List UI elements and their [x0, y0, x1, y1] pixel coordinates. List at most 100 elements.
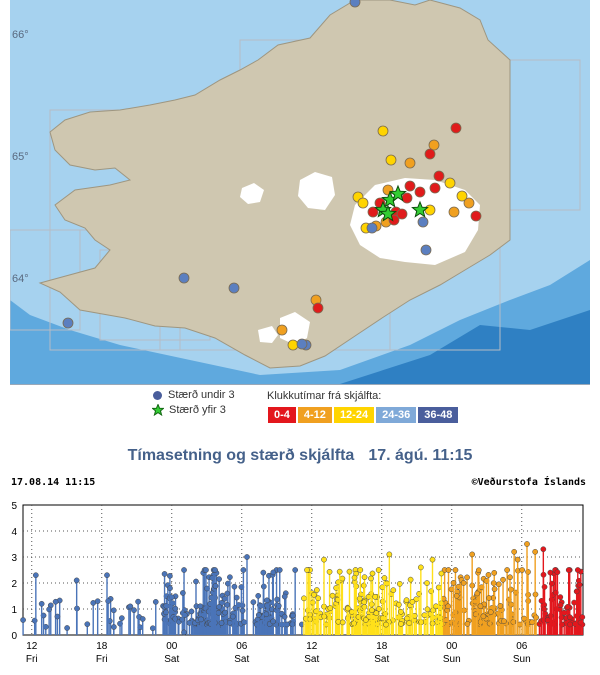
- event-point: [218, 620, 225, 626]
- event-point: [231, 583, 238, 590]
- event-point: [212, 567, 218, 573]
- event-point: [329, 592, 336, 599]
- event-point: [315, 595, 322, 602]
- quake-dot-marker: [276, 324, 288, 336]
- x-tick-hour: 00: [166, 641, 178, 652]
- quake-dot-marker: [417, 216, 429, 228]
- event-point: [564, 603, 571, 610]
- event-point: [311, 592, 317, 598]
- event-point: [188, 608, 195, 615]
- event-point: [104, 572, 110, 579]
- event-point: [519, 567, 525, 573]
- event-point: [475, 567, 482, 574]
- event-point: [197, 603, 204, 610]
- event-point: [409, 599, 416, 605]
- event-point: [398, 608, 404, 615]
- event-point: [567, 621, 574, 628]
- x-tick-hour: 18: [376, 641, 388, 652]
- event-point: [390, 587, 397, 594]
- event-point: [313, 587, 320, 593]
- event-point: [326, 568, 333, 575]
- x-tick-day: Sat: [234, 654, 249, 665]
- event-point: [169, 600, 176, 607]
- event-point: [369, 570, 376, 577]
- y-tick-label: 1: [11, 605, 17, 616]
- event-point: [521, 615, 527, 622]
- event-point: [32, 572, 39, 579]
- event-point: [398, 621, 404, 627]
- event-point: [84, 621, 91, 628]
- event-point: [152, 599, 159, 605]
- quake-dot-marker: [463, 197, 475, 209]
- event-point: [396, 581, 403, 587]
- event-point: [276, 567, 283, 573]
- iceland-land: [38, 0, 511, 369]
- event-point: [54, 613, 61, 620]
- event-point: [485, 572, 492, 578]
- event-point: [514, 556, 521, 563]
- earthquake-symbols: [62, 0, 482, 351]
- dot-icon: [153, 390, 162, 400]
- event-point: [421, 612, 428, 619]
- event-point: [38, 600, 45, 607]
- event-point: [172, 605, 179, 612]
- event-point: [118, 615, 125, 621]
- x-tick-hour: 00: [446, 641, 458, 652]
- event-point: [241, 619, 248, 626]
- event-point: [407, 576, 414, 583]
- timeline-title: Tímasetning og stærð skjálfta 17. ágú. 11…: [0, 447, 600, 465]
- legend-hour-bin: 24-36: [375, 406, 418, 424]
- event-point: [212, 583, 219, 589]
- event-point: [161, 571, 168, 577]
- event-point: [554, 569, 561, 576]
- event-point: [491, 570, 498, 576]
- event-point: [533, 614, 539, 621]
- event-point: [524, 541, 530, 547]
- event-point: [73, 577, 80, 584]
- x-tick-day: Sun: [513, 654, 531, 665]
- event-point: [504, 567, 510, 573]
- quake-dot-marker: [450, 122, 462, 134]
- legend-large-quakes: Stærð yfir 3: [152, 404, 226, 416]
- event-point: [321, 556, 327, 563]
- event-point: [163, 609, 169, 616]
- map-canvas: 66° 65° 64°: [10, 0, 590, 384]
- event-point: [424, 580, 430, 586]
- legend-hour-bin: 12-24: [332, 406, 376, 424]
- event-point: [139, 616, 146, 622]
- event-point: [226, 620, 233, 626]
- event-point: [386, 551, 393, 558]
- event-point: [221, 595, 228, 602]
- y-tick-label: 5: [11, 501, 17, 512]
- event-point: [244, 554, 250, 560]
- event-point: [181, 567, 187, 573]
- event-point: [20, 617, 26, 623]
- legend-hour-bins: 0-4 4-12 12-24 24-36 36-48: [267, 406, 460, 424]
- event-point: [327, 605, 334, 611]
- event-point: [110, 607, 117, 614]
- event-point: [263, 611, 270, 618]
- event-point: [573, 588, 580, 595]
- event-point: [445, 567, 452, 573]
- event-point: [255, 592, 262, 599]
- event-point: [557, 602, 564, 608]
- quake-dot-marker: [404, 180, 416, 192]
- x-tick-day: Fri: [26, 654, 38, 665]
- event-point: [495, 581, 502, 588]
- event-point: [576, 581, 583, 588]
- quake-dot-marker: [357, 197, 369, 209]
- x-tick-hour: 18: [96, 641, 108, 652]
- event-point: [544, 617, 551, 623]
- quake-dot-marker: [287, 339, 299, 351]
- legend-hour-bin: 36-48: [417, 406, 460, 424]
- y-tick-label: 2: [11, 579, 17, 590]
- legend-hours-title: Klukkutímar frá skjálfta:: [267, 390, 382, 402]
- event-point: [281, 593, 288, 600]
- legend-hour-bin: 0-4: [267, 406, 297, 424]
- legend-hour-bin: 4-12: [296, 406, 333, 424]
- event-point: [270, 618, 276, 625]
- event-point: [435, 584, 442, 591]
- quake-dot-marker: [296, 338, 308, 350]
- quake-dot-marker: [367, 206, 379, 218]
- event-point: [529, 619, 535, 626]
